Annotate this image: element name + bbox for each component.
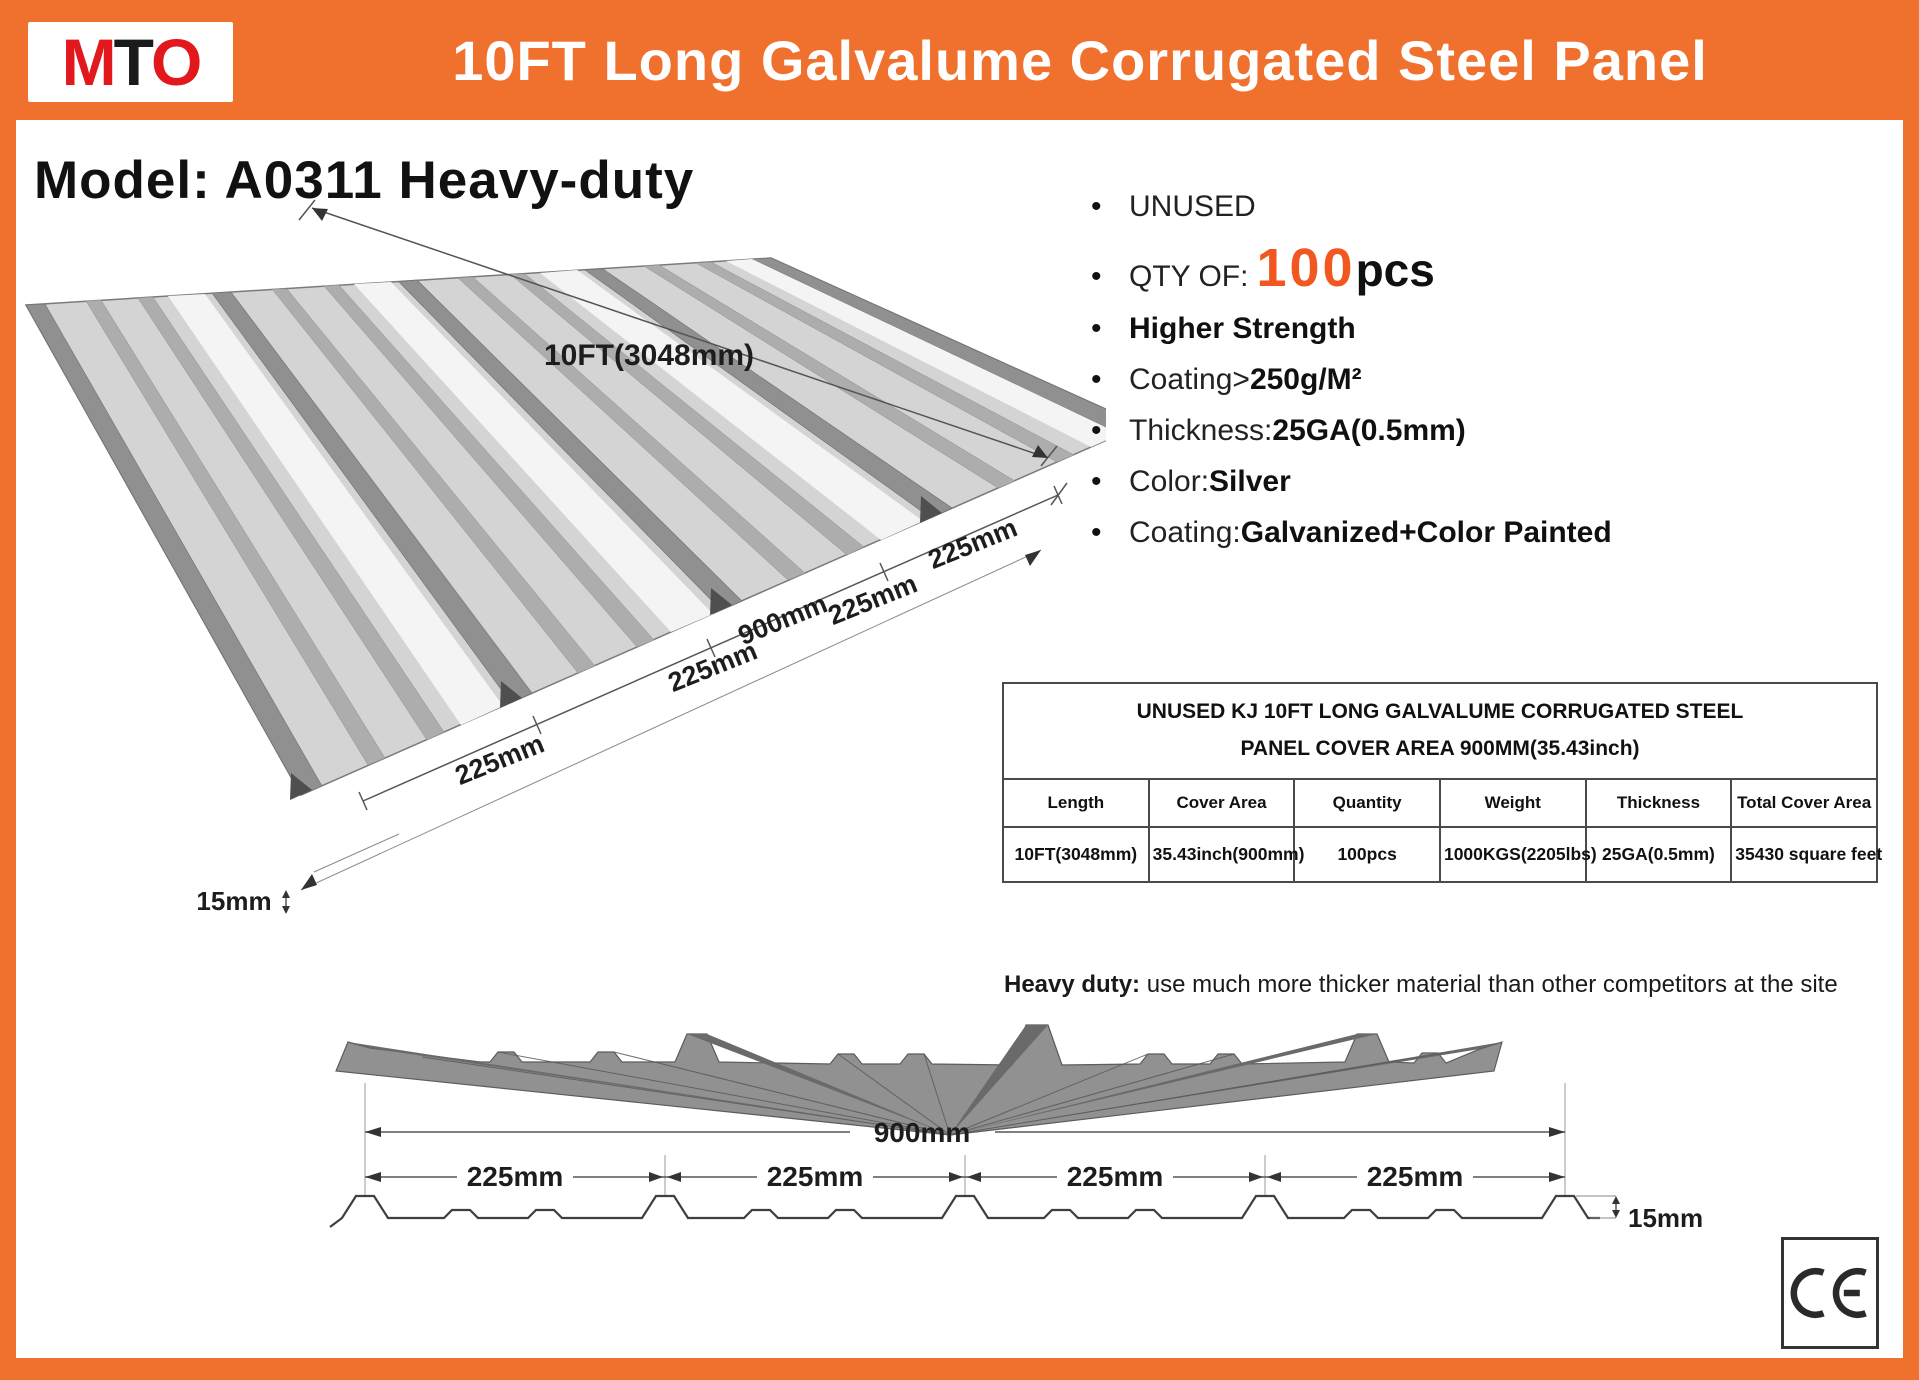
logo-letter-m: M (61, 25, 117, 99)
col-cover-area: Cover Area (1147, 777, 1296, 828)
cell-quantity: 100pcs (1293, 825, 1441, 883)
quantity-unit: pcs (1355, 244, 1435, 296)
feature-item: • Coating: Galvanized+Color Painted (1091, 516, 1612, 550)
segment-dimensions: 225mm 225mm 225mm 225mm (365, 1161, 1565, 1192)
feature-value: Galvanized+Color Painted (1240, 516, 1612, 549)
cell-thickness: 25GA(0.5mm) (1584, 825, 1733, 883)
rib-height-label: 15mm (196, 886, 271, 916)
cell-weight: 1000KGS(2205lbs) (1438, 825, 1597, 883)
height-label: 15mm (1628, 1203, 1703, 1233)
segment-label-1: 225mm (467, 1161, 564, 1192)
feature-value: Higher Strength (1129, 312, 1356, 345)
table-title-row: UNUSED KJ 10FT LONG GALVALUME CORRUGATED… (1002, 682, 1878, 780)
feature-item: • Coating> 250g/M² (1091, 363, 1612, 397)
logo-letter-t: T (113, 25, 154, 99)
width-label-2: 225mm (664, 635, 762, 698)
panel-cross-section-drawing: 900mm 225mm 225mm 225mm 225mm (329, 1024, 1703, 1233)
feature-item: • UNUSED (1091, 190, 1612, 224)
bullet-icon: • (1091, 363, 1102, 396)
model-heading: Model: A0311 Heavy-duty (34, 151, 695, 210)
feature-value: Silver (1209, 465, 1291, 498)
ce-mark-icon (1790, 1267, 1867, 1319)
note-text: use much more thicker material than othe… (1140, 971, 1838, 998)
length-label: 10FT(3048mm) (544, 339, 754, 372)
col-weight: Weight (1438, 777, 1587, 828)
feature-text: QTY OF: (1129, 260, 1249, 293)
page-title: 10FT Long Galvalume Corrugated Steel Pan… (452, 28, 1708, 92)
total-width-label: 900mm (874, 1117, 971, 1148)
segment-label-2: 225mm (767, 1161, 864, 1192)
feature-value: 25GA(0.5mm) (1272, 414, 1466, 447)
table-title: UNUSED KJ 10FT LONG GALVALUME CORRUGATED… (1002, 682, 1878, 780)
feature-text: Color: (1129, 465, 1210, 498)
feature-item-qty: • QTY OF: 100 pcs (1091, 241, 1612, 295)
heavy-duty-note: Heavy duty: use much more thicker materi… (1004, 971, 1838, 999)
cell-length: 10FT(3048mm) (1002, 825, 1150, 883)
cell-cover-area: 35.43inch(900mm) (1147, 825, 1304, 883)
table-header-row: Length Cover Area Quantity Weight Thickn… (1002, 777, 1878, 828)
feature-text: Thickness: (1129, 414, 1273, 447)
panel-3d-drawing: 10FT(3048mm) 225mm 225mm 900mm (24, 199, 1106, 916)
height-dimension: 15mm (1576, 1195, 1703, 1233)
feature-item: • Color: Silver (1091, 465, 1612, 499)
table-row: 10FT(3048mm) 35.43inch(900mm) 100pcs 100… (1002, 825, 1882, 883)
spec-table: UNUSED KJ 10FT LONG GALVALUME CORRUGATED… (1002, 682, 1882, 883)
col-length: Length (1002, 777, 1150, 828)
cell-total-cover-area: 35430 square feet (1730, 825, 1882, 883)
feature-text: Coating> (1129, 363, 1250, 396)
bullet-icon: • (1091, 414, 1102, 447)
table-title-line1: UNUSED KJ 10FT LONG GALVALUME CORRUGATED… (1136, 700, 1744, 723)
panel-sheet (24, 257, 1106, 800)
col-thickness: Thickness (1584, 777, 1733, 828)
content-panel: Model: A0311 Heavy-duty (16, 120, 1903, 1358)
segment-label-4: 225mm (1367, 1161, 1464, 1192)
feature-text: UNUSED (1129, 190, 1256, 223)
feature-text: Coating: (1129, 516, 1241, 549)
col-quantity: Quantity (1293, 777, 1441, 828)
feature-value: 250g/M² (1249, 363, 1362, 396)
feature-item: • Higher Strength (1091, 312, 1612, 346)
bullet-icon: • (1091, 312, 1102, 345)
length-dimension: 10FT(3048mm) (298, 199, 1058, 467)
cross-section-outline (329, 1194, 1600, 1228)
bullet-icon: • (1091, 465, 1102, 498)
total-width-dimension: 900mm (365, 1117, 1565, 1148)
feature-list: • UNUSED • QTY OF: 100 pcs • Higher Strength … (1091, 190, 1612, 567)
col-total-cover-area: Total Cover Area (1730, 777, 1878, 828)
segment-label-3: 225mm (1067, 1161, 1164, 1192)
bullet-icon: • (1091, 190, 1102, 223)
table-title-line2: PANEL COVER AREA 900MM(35.43inch) (1240, 736, 1640, 760)
panel-end-view (335, 1024, 1503, 1136)
width-label-1: 225mm (451, 728, 549, 791)
logo-letter-o: O (150, 25, 202, 99)
quantity-value: 100 (1256, 238, 1356, 298)
feature-item: • Thickness: 25GA(0.5mm) (1091, 414, 1612, 448)
bullet-icon: • (1091, 260, 1102, 293)
note-label: Heavy duty: (1004, 971, 1141, 998)
ce-mark (1781, 1237, 1879, 1349)
width-label-3: 225mm (824, 568, 922, 631)
bullet-icon: • (1091, 516, 1102, 549)
